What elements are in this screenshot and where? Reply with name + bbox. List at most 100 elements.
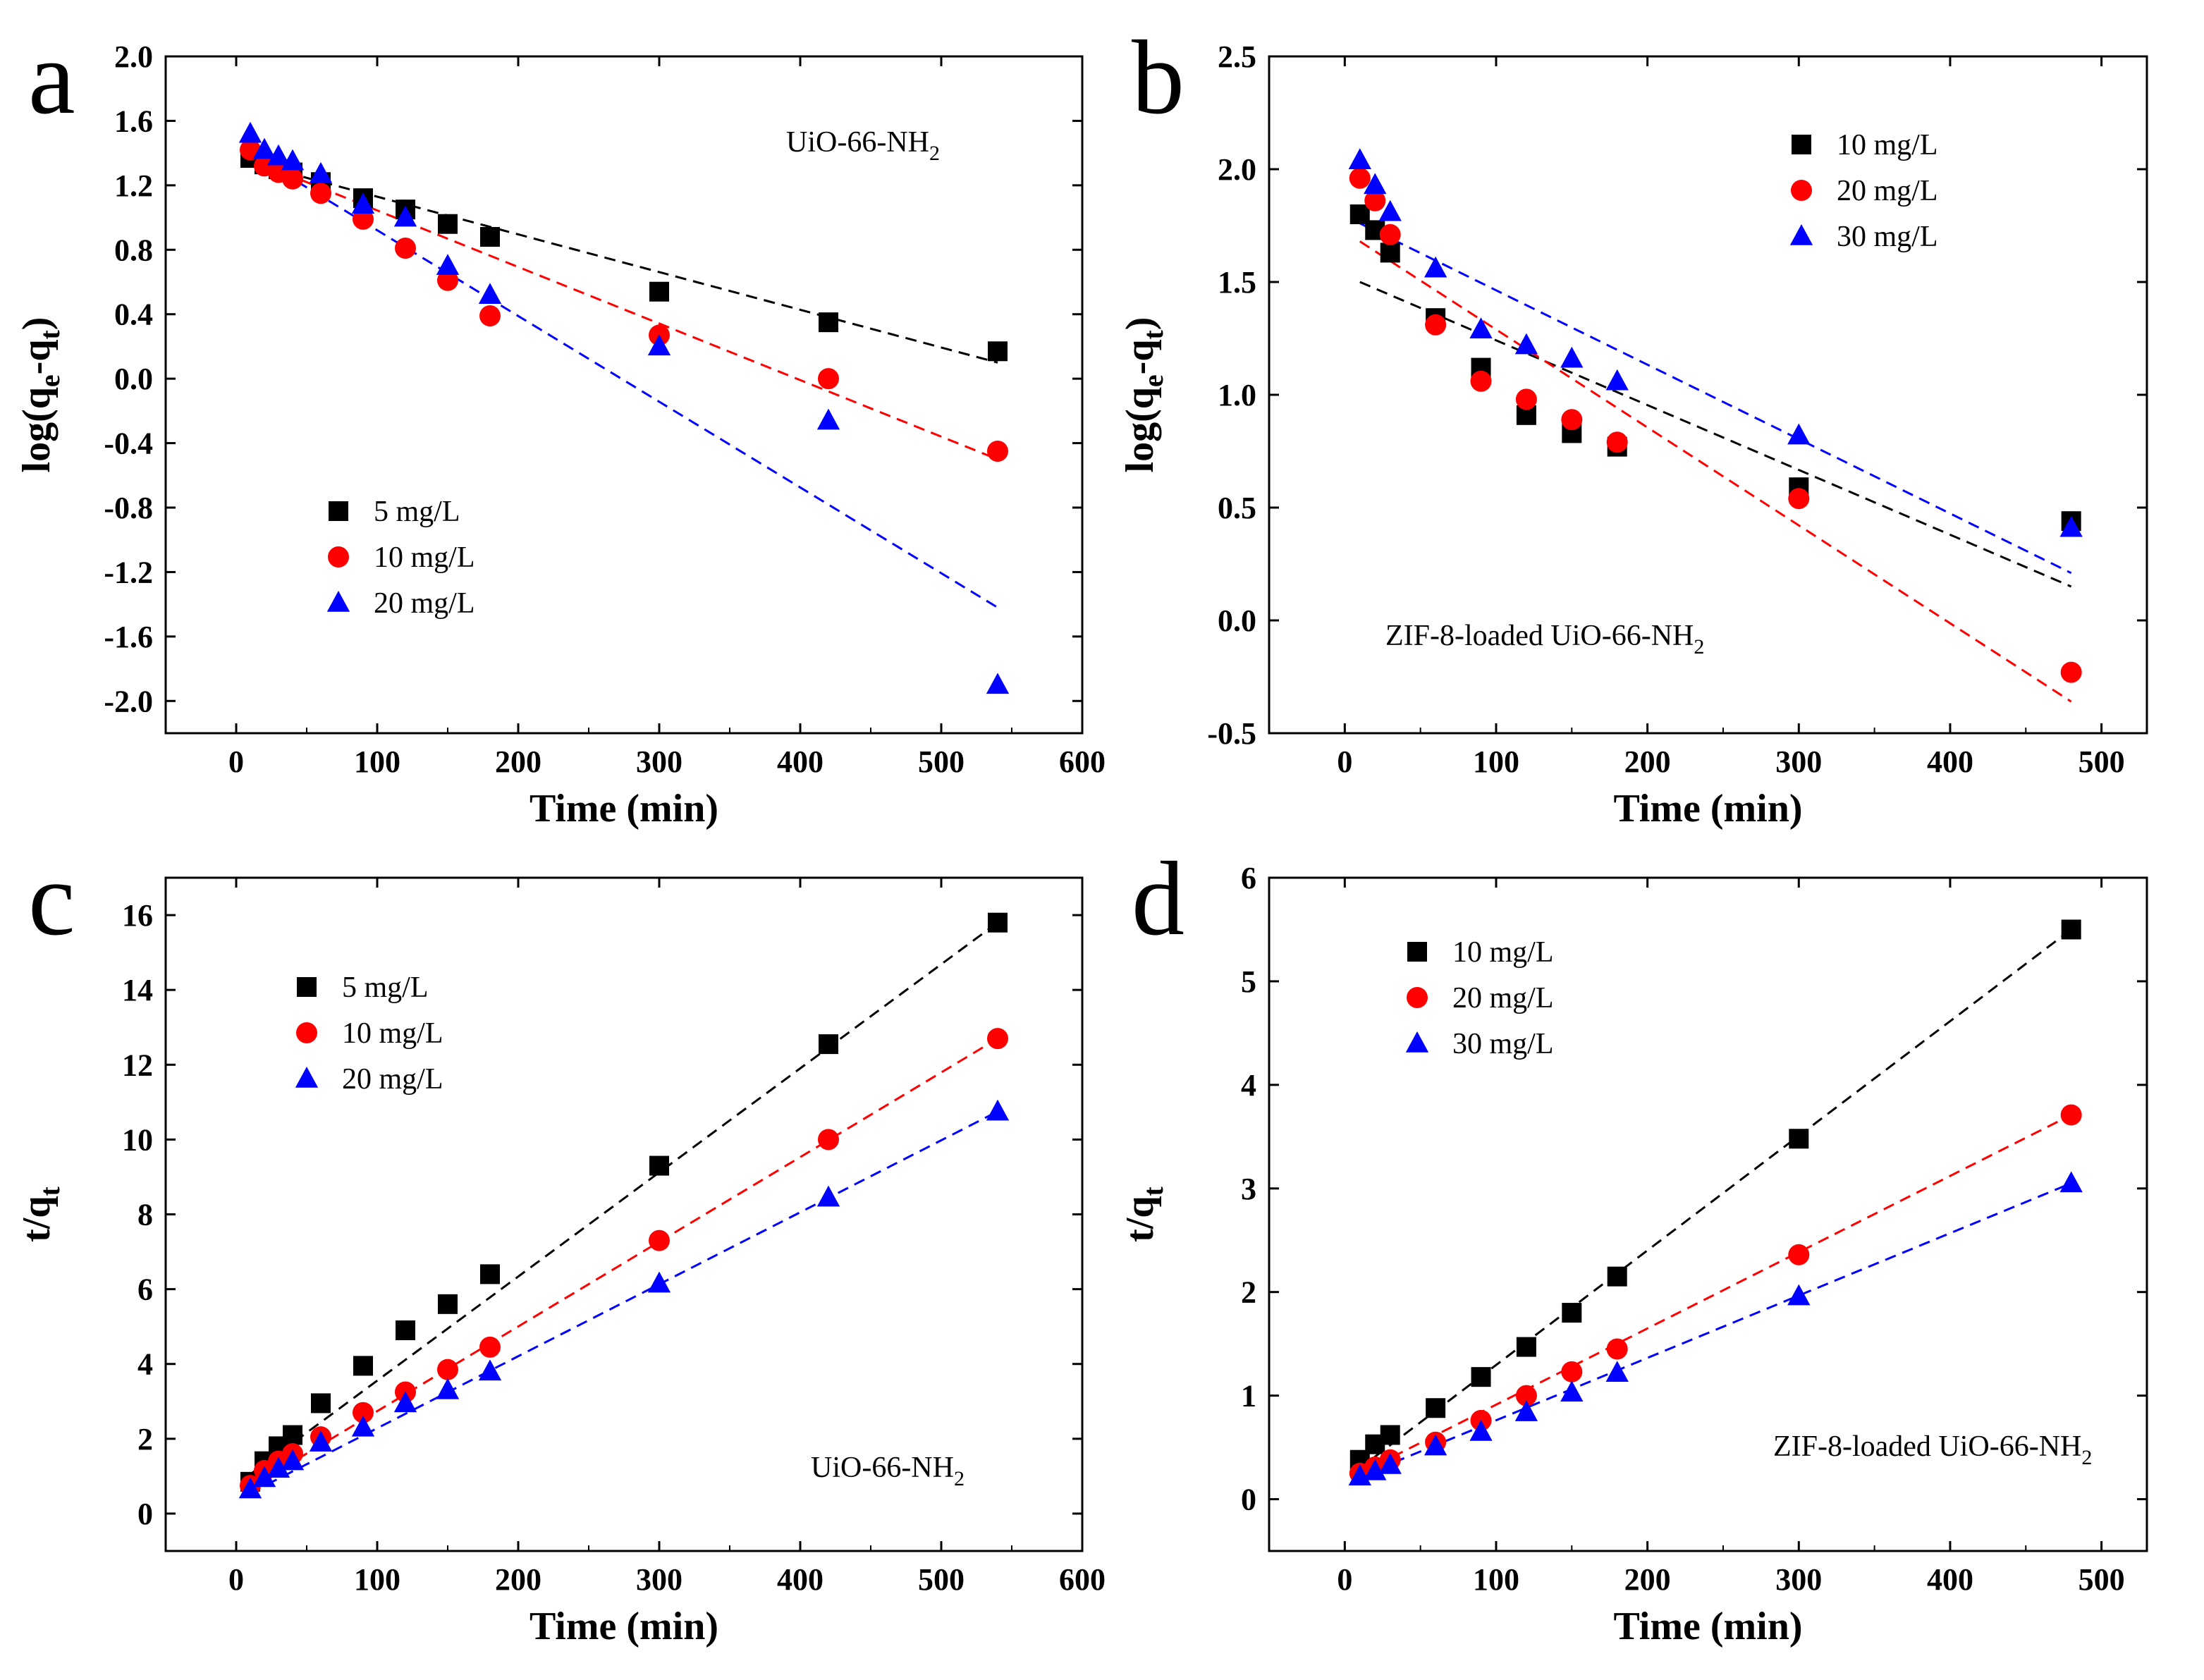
x-axis-label: Time (min) (529, 787, 718, 830)
data-point (1424, 1434, 1447, 1456)
x-axis-label: Time (min) (529, 1605, 718, 1648)
data-point (1469, 317, 1493, 338)
data-point (818, 1129, 839, 1151)
legend-label: 5 mg/L (342, 971, 429, 1004)
data-point (1515, 388, 1537, 410)
data-point (1426, 1398, 1446, 1418)
legend-label: 20 mg/L (374, 587, 475, 620)
sample-annotation-subscript: 2 (929, 142, 940, 165)
data-point (309, 161, 333, 183)
y-axis-label-subscript: t (1137, 1186, 1169, 1196)
x-axis-label: Time (min) (1613, 787, 1802, 830)
y-tick-label: 0 (1241, 1483, 1256, 1517)
data-point (479, 1336, 501, 1358)
y-axis-label-subscript: t (34, 330, 66, 340)
plot-frame (1268, 876, 2148, 1552)
data-point (1516, 1337, 1536, 1357)
data-point (816, 408, 840, 430)
data-point (1515, 1385, 1537, 1406)
y-axis-label: t/qt (15, 1186, 66, 1241)
legend-marker (329, 501, 348, 521)
x-tick-label: 200 (1624, 744, 1671, 779)
panel-letter-a: a (28, 19, 75, 136)
data-point (478, 283, 502, 305)
data-point (267, 144, 290, 166)
x-tick-label: 300 (1775, 744, 1822, 779)
y-tick-label: 1.0 (1218, 378, 1256, 412)
data-point (1605, 369, 1629, 391)
sample-annotation-subscript: 2 (1694, 635, 1704, 658)
data-point (1380, 1425, 1400, 1445)
panel-letter-d: d (1132, 840, 1184, 957)
data-point (309, 1430, 333, 1452)
y-axis-label-part: t/q (1118, 1196, 1162, 1241)
legend-marker (1405, 1031, 1429, 1053)
x-tick-label: 200 (495, 744, 541, 779)
data-point (819, 1034, 838, 1055)
data-point (238, 121, 262, 143)
y-tick-label: 0 (137, 1497, 153, 1531)
fit-line (1359, 240, 2072, 703)
data-point (986, 673, 1010, 694)
data-point (1471, 1367, 1491, 1387)
x-tick-label: 400 (1927, 1562, 1973, 1597)
data-point (1606, 1338, 1628, 1360)
data-point (353, 1402, 374, 1423)
y-axis-label-subscript: t (34, 1186, 66, 1196)
data-point (987, 1028, 1008, 1050)
data-point (1787, 423, 1811, 445)
y-tick-label: 1.5 (1218, 265, 1256, 300)
data-point (988, 912, 1008, 933)
y-tick-label: -0.8 (104, 491, 153, 525)
x-tick-label: 500 (2079, 744, 2125, 779)
x-tick-label: 100 (1473, 1562, 1519, 1597)
x-tick-label: 0 (1337, 1562, 1352, 1597)
data-point (281, 1449, 305, 1471)
y-axis-label-subscript: e (34, 374, 66, 387)
data-point (1789, 1129, 1809, 1149)
legend-label: 10 mg/L (1452, 936, 1554, 969)
legend-marker (1789, 224, 1813, 245)
panel-letter-b: b (1132, 19, 1184, 136)
x-tick-label: 0 (228, 1562, 244, 1597)
x-axis-label: Time (min) (1613, 1605, 1802, 1648)
data-point (1787, 1284, 1811, 1306)
data-point (479, 305, 501, 326)
data-point (353, 208, 374, 230)
data-point (395, 238, 416, 259)
data-point (1364, 173, 1387, 195)
y-tick-label: 0.4 (114, 298, 153, 332)
data-point (283, 1425, 302, 1445)
y-tick-label: 1.6 (114, 104, 153, 138)
data-point (351, 1415, 375, 1437)
legend-marker (1407, 987, 1428, 1008)
y-tick-label: 3 (1241, 1172, 1256, 1206)
sample-annotation: ZIF-8-loaded UiO-66-NH2 (1773, 1430, 2092, 1469)
y-axis-label-part: log(q (1118, 387, 1162, 472)
sample-annotation-text: UiO-66-NH (811, 1452, 954, 1484)
data-point (2061, 919, 2081, 940)
data-point (1378, 200, 1402, 221)
data-point (988, 341, 1008, 362)
chart-panel-a: a 0 100 200 300 400 500 600 -2.0 -1.6 -1.2 -0.8 -0.4… (15, 19, 1106, 830)
panel-letter-c: c (28, 840, 75, 957)
data-point (1514, 1400, 1538, 1421)
y-tick-label: 2 (137, 1422, 153, 1457)
plot-frame (164, 55, 1084, 735)
data-point (282, 168, 303, 190)
data-point (2060, 1104, 2082, 1126)
data-point (1788, 488, 1810, 510)
y-tick-label: 6 (137, 1273, 153, 1307)
data-point (351, 192, 375, 214)
data-point (478, 1359, 502, 1381)
y-axis-label-part: log(q (15, 387, 59, 472)
y-axis-label-subscript: t (1137, 330, 1169, 340)
y-tick-label: 0.0 (1218, 603, 1256, 638)
x-tick-label: 100 (354, 1562, 400, 1597)
data-point (818, 368, 839, 390)
sample-annotation: ZIF-8-loaded UiO-66-NH2 (1385, 620, 1704, 658)
data-point (649, 1155, 669, 1176)
data-point (1469, 1420, 1493, 1441)
y-tick-label: 2.0 (1218, 152, 1256, 187)
data-point (1560, 1380, 1584, 1402)
